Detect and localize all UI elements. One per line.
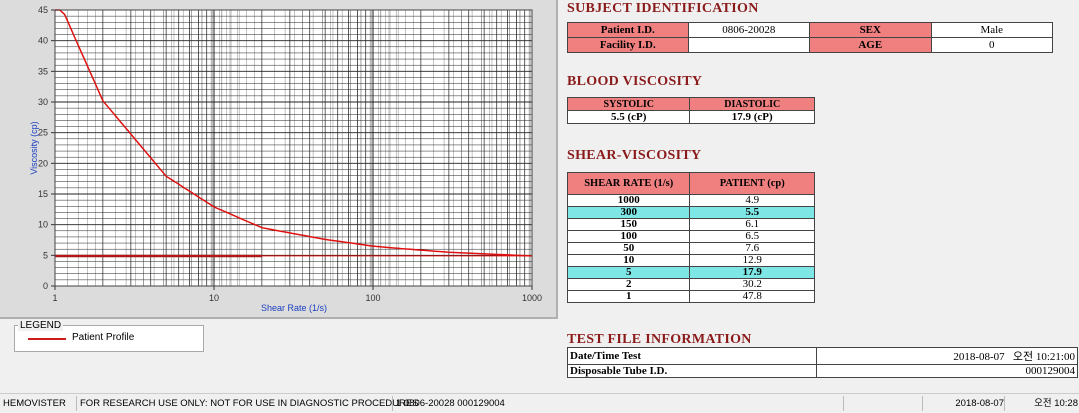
test-file-information-title: TEST FILE INFORMATION — [567, 332, 752, 347]
x-tick-label: 1000 — [522, 293, 542, 303]
y-tick-label: 35 — [38, 66, 48, 76]
plot-area — [55, 10, 532, 286]
status-date: 2018-08-07 — [922, 396, 1010, 411]
shear-viscosity-table: SHEAR RATE (1/s) PATIENT (cp) 1000 4.9 300… — [566, 172, 815, 303]
y-tick-label: 30 — [38, 97, 48, 107]
status-record-info: 1 0806-20028 000129004 — [392, 396, 841, 411]
diastolic-label: DIASTOLIC — [689, 97, 815, 111]
status-bar — [0, 393, 1079, 413]
chart-svg: 0 5 10 15 20 25 30 35 40 45 1 10 100 1000 Shear Rate … — [29, 5, 542, 313]
y-tick-label: 20 — [38, 158, 48, 168]
sex-label: SEX — [809, 22, 932, 38]
facility-id-value — [687, 37, 811, 53]
legend-swatch-patient-profile — [28, 338, 66, 340]
shear-row: 5 17.9 — [566, 266, 815, 279]
x-tick-label: 10 — [209, 293, 219, 303]
shear-row: 10 12.9 — [566, 254, 815, 267]
y-tick-label: 0 — [43, 281, 48, 291]
shear-viscosity-title: SHEAR-VISCOSITY — [567, 148, 702, 163]
sex-value: Male — [930, 22, 1053, 38]
patient-cp-cell: 7.6 — [689, 242, 815, 255]
shear-rate-cell: 5 — [566, 266, 691, 279]
patient-cp-cell: 12.9 — [689, 254, 815, 267]
subject-table: Patient I.D. 0806-20028 SEX Male Facilit… — [567, 22, 1053, 53]
viscosity-chart: 0 5 10 15 20 25 30 35 40 45 1 10 100 1000 Shear Rate … — [0, 0, 558, 319]
shear-rate-header: SHEAR RATE (1/s) — [566, 172, 691, 195]
y-tick-label: 25 — [38, 128, 48, 138]
date-time-test-label: Date/Time Test — [567, 347, 817, 365]
blood-viscosity-table: SYSTOLIC DIASTOLIC 5.5 (cP) 17.9 (cP) — [566, 97, 815, 124]
date-time-test-value: 2018-08-07 오전 10:21:00 — [816, 347, 1078, 365]
patient-id-label: Patient I.D. — [567, 22, 689, 38]
x-tick-label: 1 — [52, 293, 57, 303]
shear-row: 50 7.6 — [566, 242, 815, 255]
systolic-label: SYSTOLIC — [566, 97, 691, 111]
y-tick-label: 10 — [38, 220, 48, 230]
patient-cp-header: PATIENT (cp) — [689, 172, 815, 195]
shear-rate-cell: 100 — [566, 230, 691, 243]
patient-cp-cell: 17.9 — [689, 266, 815, 279]
y-tick-label: 5 — [43, 250, 48, 260]
legend-title: LEGEND — [18, 320, 64, 331]
age-label: AGE — [809, 37, 932, 53]
y-tick-label: 45 — [38, 5, 48, 15]
shear-row: 150 6.1 — [566, 218, 815, 231]
age-value: 0 — [930, 37, 1053, 53]
blood-viscosity-title: BLOOD VISCOSITY — [567, 74, 703, 89]
status-app-name: HEMOVISTER — [3, 398, 66, 409]
systolic-value: 5.5 (cP) — [566, 110, 691, 124]
y-tick-label: 15 — [38, 189, 48, 199]
status-research-notice: FOR RESEARCH USE ONLY: NOT FOR USE IN DI… — [76, 396, 419, 411]
patient-cp-cell: 4.9 — [689, 194, 815, 207]
shear-row: 100 6.5 — [566, 230, 815, 243]
shear-row: 2 30.2 — [566, 278, 815, 291]
legend-label-patient-profile: Patient Profile — [72, 332, 135, 343]
diastolic-value: 17.9 (cP) — [689, 110, 815, 124]
status-time: 오전 10:28 — [1004, 396, 1079, 411]
shear-row: 1000 4.9 — [566, 194, 815, 207]
shear-rate-cell: 300 — [566, 206, 691, 219]
patient-cp-cell: 6.1 — [689, 218, 815, 231]
shear-rate-cell: 2 — [566, 278, 691, 291]
patient-cp-cell: 47.8 — [689, 290, 815, 303]
shear-rate-cell: 150 — [566, 218, 691, 231]
shear-rate-cell: 10 — [566, 254, 691, 267]
facility-id-label: Facility I.D. — [567, 37, 689, 53]
y-axis-label: Viscosity (cp) — [29, 121, 39, 174]
x-tick-label: 100 — [365, 293, 380, 303]
patient-cp-cell: 30.2 — [689, 278, 815, 291]
subject-identification-title: SUBJECT IDENTIFICATION — [567, 1, 759, 16]
y-tick-label: 40 — [38, 36, 48, 46]
x-axis-label: Shear Rate (1/s) — [261, 303, 327, 313]
shear-row: 1 47.8 — [566, 290, 815, 303]
status-empty-pane — [843, 396, 922, 411]
patient-id-value: 0806-20028 — [687, 22, 811, 38]
disposable-tube-id-label: Disposable Tube I.D. — [567, 364, 817, 378]
test-file-table: Date/Time Test 2018-08-07 오전 10:21:00 Di… — [567, 347, 1078, 378]
shear-rate-cell: 1 — [566, 290, 691, 303]
shear-rate-cell: 1000 — [566, 194, 691, 207]
patient-cp-cell: 6.5 — [689, 230, 815, 243]
shear-rate-cell: 50 — [566, 242, 691, 255]
series-patient-profile — [55, 9, 533, 257]
patient-cp-cell: 5.5 — [689, 206, 815, 219]
disposable-tube-id-value: 000129004 — [816, 364, 1078, 378]
shear-row: 300 5.5 — [566, 206, 815, 219]
plot-border — [54, 9, 533, 287]
